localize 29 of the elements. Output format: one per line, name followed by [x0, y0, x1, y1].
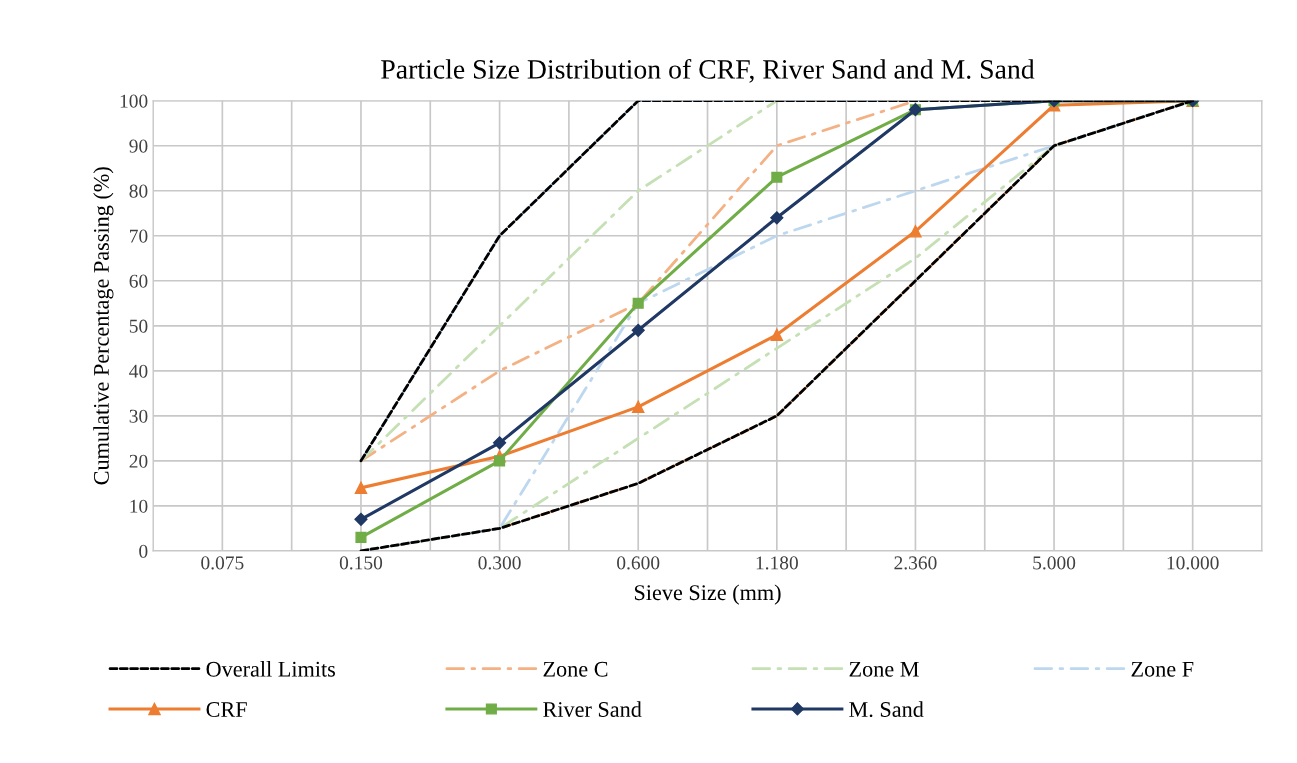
legend-label: Zone C: [543, 661, 608, 677]
y-tick-label: 50: [129, 319, 148, 333]
y-tick-label: 80: [129, 184, 148, 198]
legend-label: CRF: [206, 702, 247, 717]
y-tick-label: 30: [129, 409, 148, 423]
y-tick-label: 0: [139, 544, 148, 558]
y-tick-label: 40: [129, 364, 148, 378]
x-tick-label: 0.300: [478, 556, 521, 570]
y-tick-label: 70: [130, 229, 148, 243]
legend-label: Overall Limits: [206, 661, 336, 677]
y-tick-label: 60: [129, 274, 148, 288]
x-tick-label: 1.180: [756, 556, 798, 570]
x-tick-label: 0.600: [617, 556, 660, 570]
legend-label: River Sand: [543, 701, 642, 717]
y-tick-label: 10: [130, 499, 148, 513]
x-tick-label: 5.000: [1033, 556, 1076, 570]
y-tick-label: 90: [129, 139, 148, 153]
y-tick-label: 100: [120, 94, 148, 108]
y-axis-title: Cumulative Percentage Passing (%): [93, 167, 114, 485]
chart-title: Particle Size Distribution of CRF, River Sand and M. Sand: [381, 58, 1035, 83]
x-tick-label: 0.150: [339, 556, 383, 570]
x-tick-label: 10.000: [1167, 556, 1219, 570]
x-tick-label: 0.075: [201, 556, 244, 570]
x-axis-title: Sieve Size (mm): [634, 584, 781, 605]
legend-label: M. Sand: [849, 701, 924, 718]
y-tick-label: 20: [129, 454, 148, 468]
legend-label: Zone M: [849, 661, 919, 677]
x-tick-label: 2.360: [894, 556, 937, 570]
legend-label: Zone F: [1131, 661, 1194, 677]
